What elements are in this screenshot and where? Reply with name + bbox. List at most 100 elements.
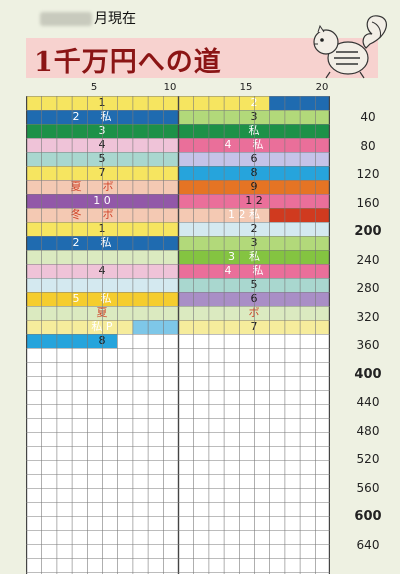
grid-row: 5 (26, 278, 330, 292)
row-scale-label: 440 (356, 395, 380, 409)
row-scale-label: 400 (354, 366, 382, 382)
right-block: ボ (178, 306, 330, 320)
grid-row: 8 (26, 334, 330, 348)
column-scale: 5 10 15 20 (0, 82, 400, 96)
grid-row: 4 4 私 (26, 264, 330, 278)
right-block: 2 (178, 222, 330, 236)
right-block: 7 (178, 320, 330, 334)
row-scale-label: 240 (356, 252, 380, 267)
row-label: 4 (98, 264, 106, 277)
grid-row: 夏ボ (26, 306, 330, 320)
grid-row: 夏 ボ 9 (26, 180, 330, 194)
row-label: 8 (250, 166, 258, 179)
row-label: 7 (250, 320, 258, 333)
grid-row: 2 私 3 (26, 110, 330, 124)
row-label: 6 (250, 152, 258, 165)
left-block: 1 0 (26, 194, 178, 208)
row-scale-label: 280 (356, 281, 380, 295)
grid-row: 5 私 6 (26, 292, 330, 306)
row-scale-label: 480 (356, 423, 380, 438)
right-block: 6 (178, 292, 330, 306)
row-scale-label: 40 (360, 110, 376, 124)
row-label: 私 P (91, 320, 113, 333)
row-label: 夏 (96, 306, 108, 319)
row-scale-label: 560 (356, 480, 380, 495)
row-label: 3 (250, 110, 258, 123)
row-label: 冬 ボ (70, 208, 114, 221)
blurred-date (40, 12, 92, 26)
row-label: 9 (250, 180, 258, 193)
as-of-date: 月現在 (40, 8, 136, 28)
grid-lines (26, 96, 330, 574)
row-label: 夏 ボ (70, 180, 114, 193)
left-block: 3 (26, 124, 178, 138)
row-label: 2 私 (72, 110, 112, 123)
grid-row: 4 4 私 (26, 138, 330, 152)
grid-row: 1 0 1 2 (26, 194, 330, 208)
row-label: 2 (250, 222, 258, 235)
left-block: 夏 (26, 306, 178, 320)
row-scale-label: 320 (356, 309, 380, 324)
right-block: 2 (178, 96, 330, 110)
row-label: 8 (98, 334, 106, 347)
column-tick: 15 (239, 82, 253, 93)
row-label: 4 (98, 138, 106, 151)
row-scale-label: 80 (360, 138, 376, 153)
column-tick: 5 (90, 82, 98, 93)
left-block: 私 P (26, 320, 178, 334)
row-scale-label: 360 (356, 338, 380, 352)
right-block: 3 (178, 236, 330, 250)
grid-row: 私 P 7 (26, 320, 330, 334)
right-block: 1 2 (178, 194, 330, 208)
row-label: 5 私 (72, 292, 112, 305)
chipmunk-icon (313, 15, 387, 79)
left-block: 冬 ボ (26, 208, 178, 222)
right-block: 6 (178, 152, 330, 166)
row-label: 1 2 (245, 194, 263, 207)
column-tick: 20 (315, 82, 329, 93)
left-block: 5 (26, 152, 178, 166)
left-block: 2 私 (26, 110, 178, 124)
left-block: 4 (26, 264, 178, 278)
row-label: 1 0 (93, 194, 111, 207)
left-block: 7 (26, 166, 178, 180)
right-block: 私 (178, 124, 330, 138)
left-block: 5 私 (26, 292, 178, 306)
left-block: 1 (26, 96, 178, 110)
row-label: 私 (248, 124, 260, 137)
row-label: ボ (248, 306, 260, 319)
left-block: 2 私 (26, 236, 178, 250)
right-block: 5 (178, 278, 330, 292)
row-label: 5 (98, 152, 106, 165)
column-tick: 10 (163, 82, 177, 93)
row-scale-label: 520 (356, 452, 380, 466)
row-scale-label: 120 (356, 167, 380, 181)
date-suffix: 月現在 (94, 11, 136, 27)
left-block: 夏 ボ (26, 180, 178, 194)
right-block: 4 私 (178, 138, 330, 152)
left-block (26, 250, 178, 264)
row-label: 2 私 (72, 236, 112, 249)
row-label: 6 (250, 292, 258, 305)
right-block: 9 (178, 180, 330, 194)
row-scale-label: 200 (354, 224, 382, 239)
page-title: 1千万円への道 (34, 47, 222, 78)
row-label: 7 (98, 166, 106, 179)
row-scale-label: 600 (354, 509, 382, 524)
row-label: 4 私 (224, 138, 264, 151)
row-scale-label: 160 (356, 195, 380, 210)
left-block: 1 (26, 222, 178, 236)
left-block (26, 278, 178, 292)
row-label: 5 (250, 278, 258, 291)
right-block: 3 (178, 110, 330, 124)
row-label: 1 (98, 222, 106, 235)
row-label: 3 (250, 236, 258, 249)
grid-row: 2 私 3 (26, 236, 330, 250)
row-scale-label: 640 (356, 537, 380, 552)
row-label: 4 私 (224, 264, 264, 277)
